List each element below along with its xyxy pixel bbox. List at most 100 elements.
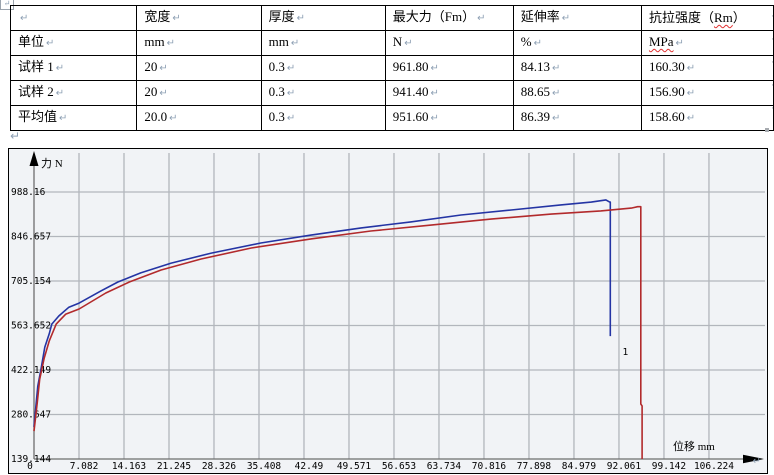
header-cell-blank: ↵ xyxy=(9,5,138,31)
object-anchor-dot xyxy=(765,128,769,132)
paragraph-mark: ↵ xyxy=(55,63,65,74)
curve-end-label: 1 xyxy=(622,347,628,358)
table-cell: 0.3 ↵ xyxy=(260,55,386,81)
table-cell: 0.3 ↵ xyxy=(260,105,386,131)
curve-试样 1 xyxy=(33,199,612,428)
axes xyxy=(29,151,764,464)
table-cell: N ↵ xyxy=(384,30,514,56)
paragraph-mark: ↵ xyxy=(172,13,181,24)
paragraph-mark: ↵ xyxy=(166,38,176,49)
paragraph-mark: ↵ xyxy=(552,88,561,99)
paragraph-mark: ↵ xyxy=(169,113,178,124)
y-tick-label: 846.657 xyxy=(11,232,51,243)
table-cell: 20 ↵ xyxy=(136,55,262,81)
paragraph-mark: ↵ xyxy=(296,13,305,24)
paragraph-mark: ↵ xyxy=(430,113,439,124)
paragraph-mark: ↵ xyxy=(404,38,413,49)
paragraph-mark: ↵ xyxy=(552,113,561,124)
paragraph-mark: ↵ xyxy=(430,63,439,74)
table-cell: mm ↵ xyxy=(260,30,386,56)
y-tick-label: 705.154 xyxy=(11,276,51,287)
paragraph-mark: ↵ xyxy=(159,88,168,99)
paragraph-mark: ↵ xyxy=(286,63,296,74)
x-tick-label: 28.326 xyxy=(202,461,237,472)
x-tick-label: 84.979 xyxy=(562,461,597,472)
paragraph-mark: ↵ xyxy=(533,38,543,49)
paragraph-mark: ↵ xyxy=(430,88,439,99)
table-cell: 试样 1 ↵ xyxy=(9,55,138,81)
table-cell: 单位 ↵ xyxy=(9,30,138,56)
table-cell: 961.80 ↵ xyxy=(384,55,514,81)
table-row-sample-1: 试样 1 ↵ 20 ↵ 0.3 ↵ 961.80 ↵ 84.13 ↵ 160.30 ↵ xyxy=(9,55,774,81)
table-cell: 试样 2 ↵ xyxy=(9,80,138,106)
header-cell-thickness: 厚度 ↵ xyxy=(260,5,386,31)
paragraph-mark: ↵ xyxy=(477,13,486,24)
table-cell: 88.65 ↵ xyxy=(512,80,642,106)
table-row-sample-2: 试样 2 ↵ 20 ↵ 0.3 ↵ 941.40 ↵ 88.65 ↵ 156.90 ↵ xyxy=(9,80,774,106)
x-tick-label: 0 xyxy=(27,461,33,472)
x-tick-label: 7.082 xyxy=(70,461,99,472)
table-row-average: 平均值 ↵ 20.0 ↵ 0.3 ↵ 951.60 ↵ 86.39 ↵ 158.60 ↵ xyxy=(9,105,774,131)
table-cell: 20.0 ↵ xyxy=(136,105,262,131)
x-axis-title: 位移 mm xyxy=(673,439,715,453)
paragraph-mark: ↵ xyxy=(686,63,696,74)
paragraph-mark: ↵ xyxy=(20,13,29,24)
x-tick-label: 21.245 xyxy=(157,461,191,472)
force-displacement-chart: 力 N 位移 mm 139.144 280.647 422.149 563.652 705.… xyxy=(8,148,768,474)
table-cell: 84.13 ↵ xyxy=(512,55,642,81)
table-cell: mm ↵ xyxy=(136,30,262,56)
x-tick-label: 63.734 xyxy=(427,461,462,472)
table-cell: MPa ↵ xyxy=(640,30,774,56)
paragraph-mark: ↵ xyxy=(286,88,296,99)
paragraph-mark: ↵ xyxy=(10,129,21,143)
paragraph-mark: ↵ xyxy=(686,88,696,99)
chart-canvas: 力 N 位移 mm 139.144 280.647 422.149 563.652 705.… xyxy=(11,151,765,472)
table-cell: 20 ↵ xyxy=(136,80,262,106)
paragraph-mark: ↵ xyxy=(46,38,55,49)
table-cell: 951.60 ↵ xyxy=(384,105,514,131)
table-cell: 941.40 ↵ xyxy=(384,80,514,106)
paragraph-mark: ↵ xyxy=(55,88,65,99)
table-cell: 平均值 ↵ xyxy=(9,105,138,131)
paragraph-mark: ↵ xyxy=(286,113,296,124)
paragraph-mark: ↵ xyxy=(552,63,561,74)
y-tick-label: 563.652 xyxy=(11,321,51,332)
header-cell-tensile-strength: 抗拉强度（Rm） xyxy=(640,5,774,31)
y-axis-title: 力 N xyxy=(41,157,63,170)
row-end-mark: · xyxy=(771,34,774,44)
table-cell: 160.30 ↵ xyxy=(640,55,774,81)
x-tick-label: 14.163 xyxy=(112,461,146,472)
paragraph-mark: ↵ xyxy=(3,0,11,8)
row-end-mark: · xyxy=(771,57,774,67)
x-tick-label: 99.142 xyxy=(652,461,686,472)
row-end-mark: · xyxy=(771,11,774,21)
table-cell: 0.3 ↵ xyxy=(260,80,386,106)
x-axis-arrow-icon xyxy=(743,454,764,464)
table-cell: 86.39 ↵ xyxy=(512,105,642,131)
paragraph-mark: ↵ xyxy=(686,113,696,124)
paragraph-mark: ↵ xyxy=(752,456,761,467)
x-tick-label: 56.653 xyxy=(382,461,416,472)
paragraph-mark: ↵ xyxy=(159,63,168,74)
paragraph-mark: ↵ xyxy=(675,38,684,49)
y-tick-label: 422.149 xyxy=(11,365,51,376)
header-cell-max-force: 最大力（Fm） ↵ xyxy=(384,5,514,31)
axis-titles: 力 N 位移 mm xyxy=(41,157,715,453)
gridlines xyxy=(34,153,765,459)
x-tick-label: 77.898 xyxy=(517,461,552,472)
header-cell-elongation: 延伸率 ↵ xyxy=(512,5,642,31)
y-tick-label: 139.144 xyxy=(11,454,51,465)
table-cell: 158.60 ↵ xyxy=(640,105,774,131)
paragraph-mark: ↵ xyxy=(561,13,571,24)
row-end-mark: · xyxy=(771,103,774,113)
row-end-mark: · xyxy=(771,80,774,90)
x-tick-label: 35.408 xyxy=(247,461,282,472)
table-row-unit: 单位 ↵ mm ↵ mm ↵ N ↵ % ↵ MPa ↵ xyxy=(9,30,774,56)
x-tick-label: 106.224 xyxy=(694,461,734,472)
paragraph-mark: ↵ xyxy=(59,113,68,124)
x-tick-label: 92.061 xyxy=(607,461,642,472)
tick-labels: 139.144 280.647 422.149 563.652 705.154 846.6… xyxy=(11,187,734,472)
curve-试样 2 xyxy=(33,205,643,459)
tensile-results-table: ↵ 宽度 ↵ 厚度 ↵ 最大力（Fm） ↵ 延伸率 ↵ 抗拉强度（Rm） 单位 ↵ mm ↵… xyxy=(9,5,774,131)
header-cell-width: 宽度 ↵ xyxy=(136,5,262,31)
